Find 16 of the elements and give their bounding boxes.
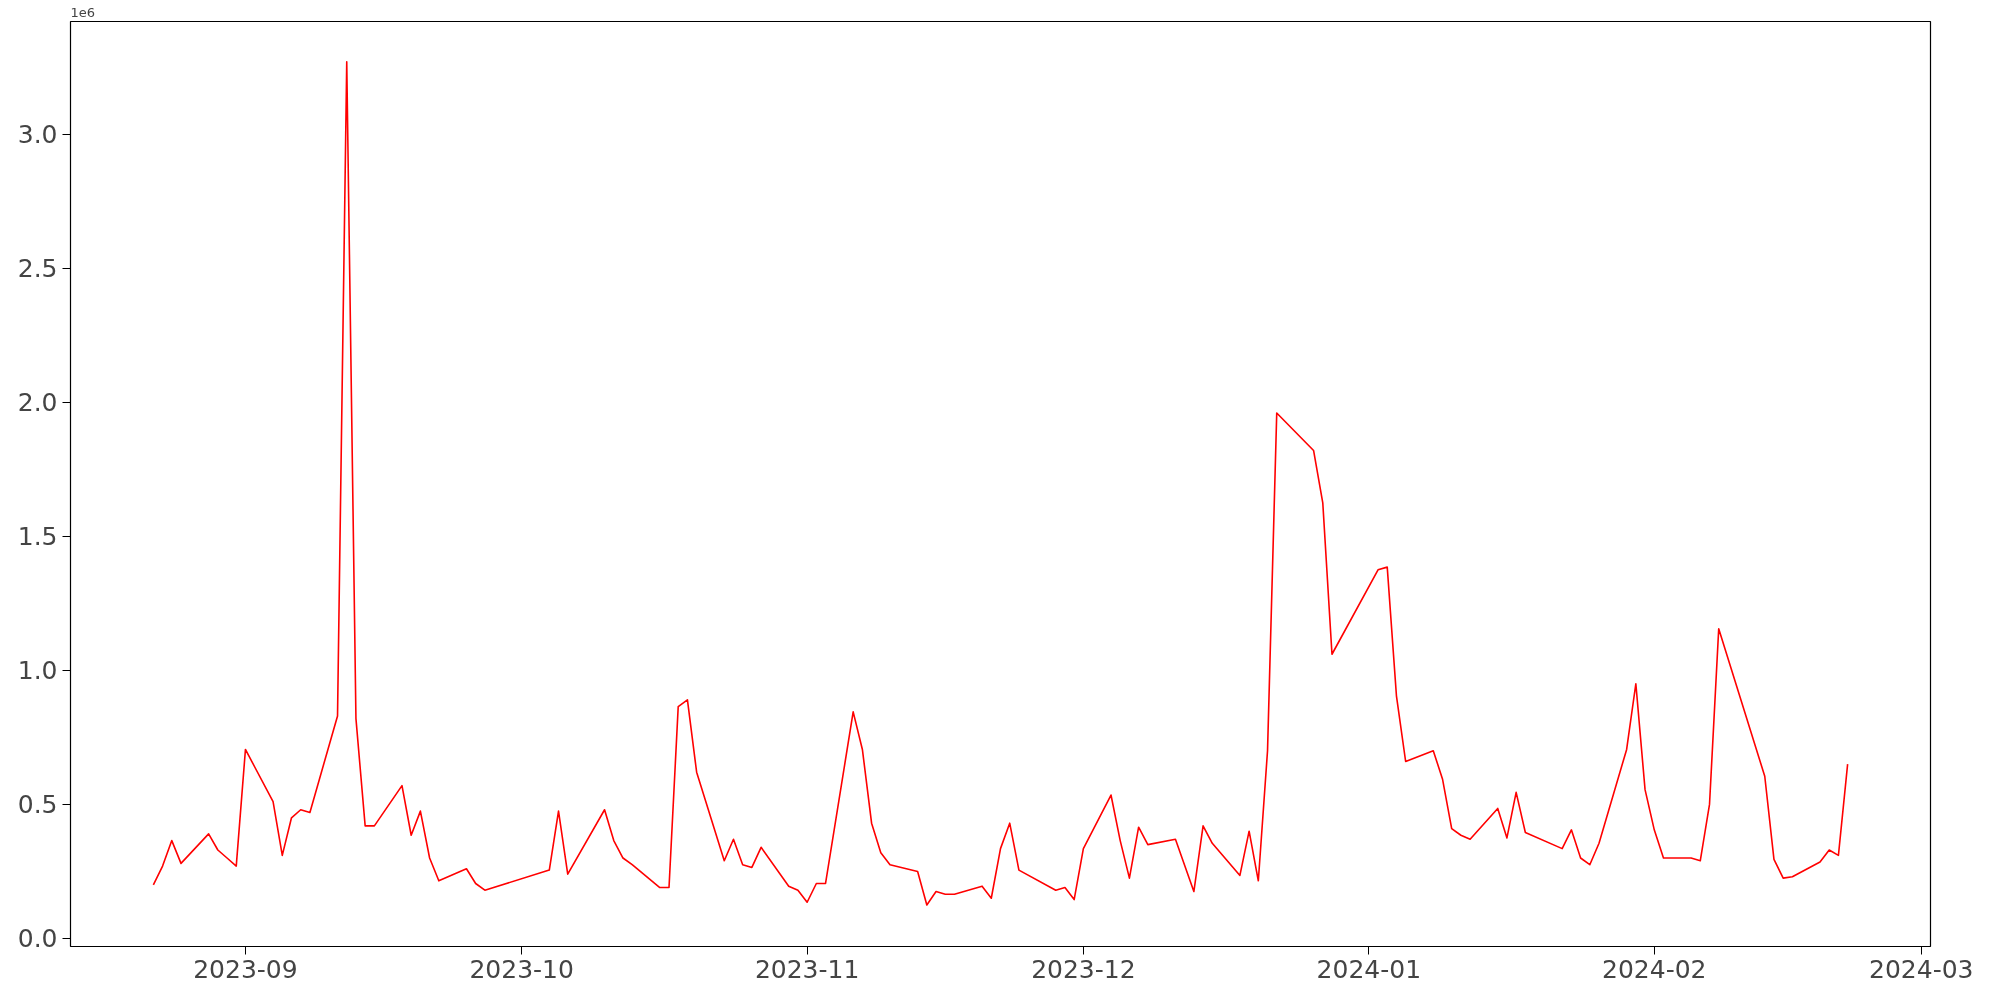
x-tick-label: 2023-10 xyxy=(469,954,574,984)
x-tick-label: 2024-03 xyxy=(1869,954,1974,984)
y-tick-label: 1.0 xyxy=(17,656,58,686)
x-tick-label: 2024-01 xyxy=(1316,954,1422,984)
y-tick-label: 0.0 xyxy=(17,924,58,954)
x-tick-label: 2024-02 xyxy=(1602,954,1707,984)
x-tick-label: 2023-12 xyxy=(1031,954,1136,984)
x-tick-label: 2023-11 xyxy=(754,954,860,984)
y-tick-label: 3.0 xyxy=(17,120,58,150)
line-series xyxy=(152,60,1849,906)
y-tick-label: 2.5 xyxy=(17,254,58,284)
y-tick-label: 0.5 xyxy=(17,790,58,820)
y-tick-label: 1.5 xyxy=(17,522,58,552)
x-tick-label: 2023-09 xyxy=(193,954,298,984)
text: 1e6 xyxy=(70,4,96,20)
y-tick-label: 2.0 xyxy=(17,388,58,418)
